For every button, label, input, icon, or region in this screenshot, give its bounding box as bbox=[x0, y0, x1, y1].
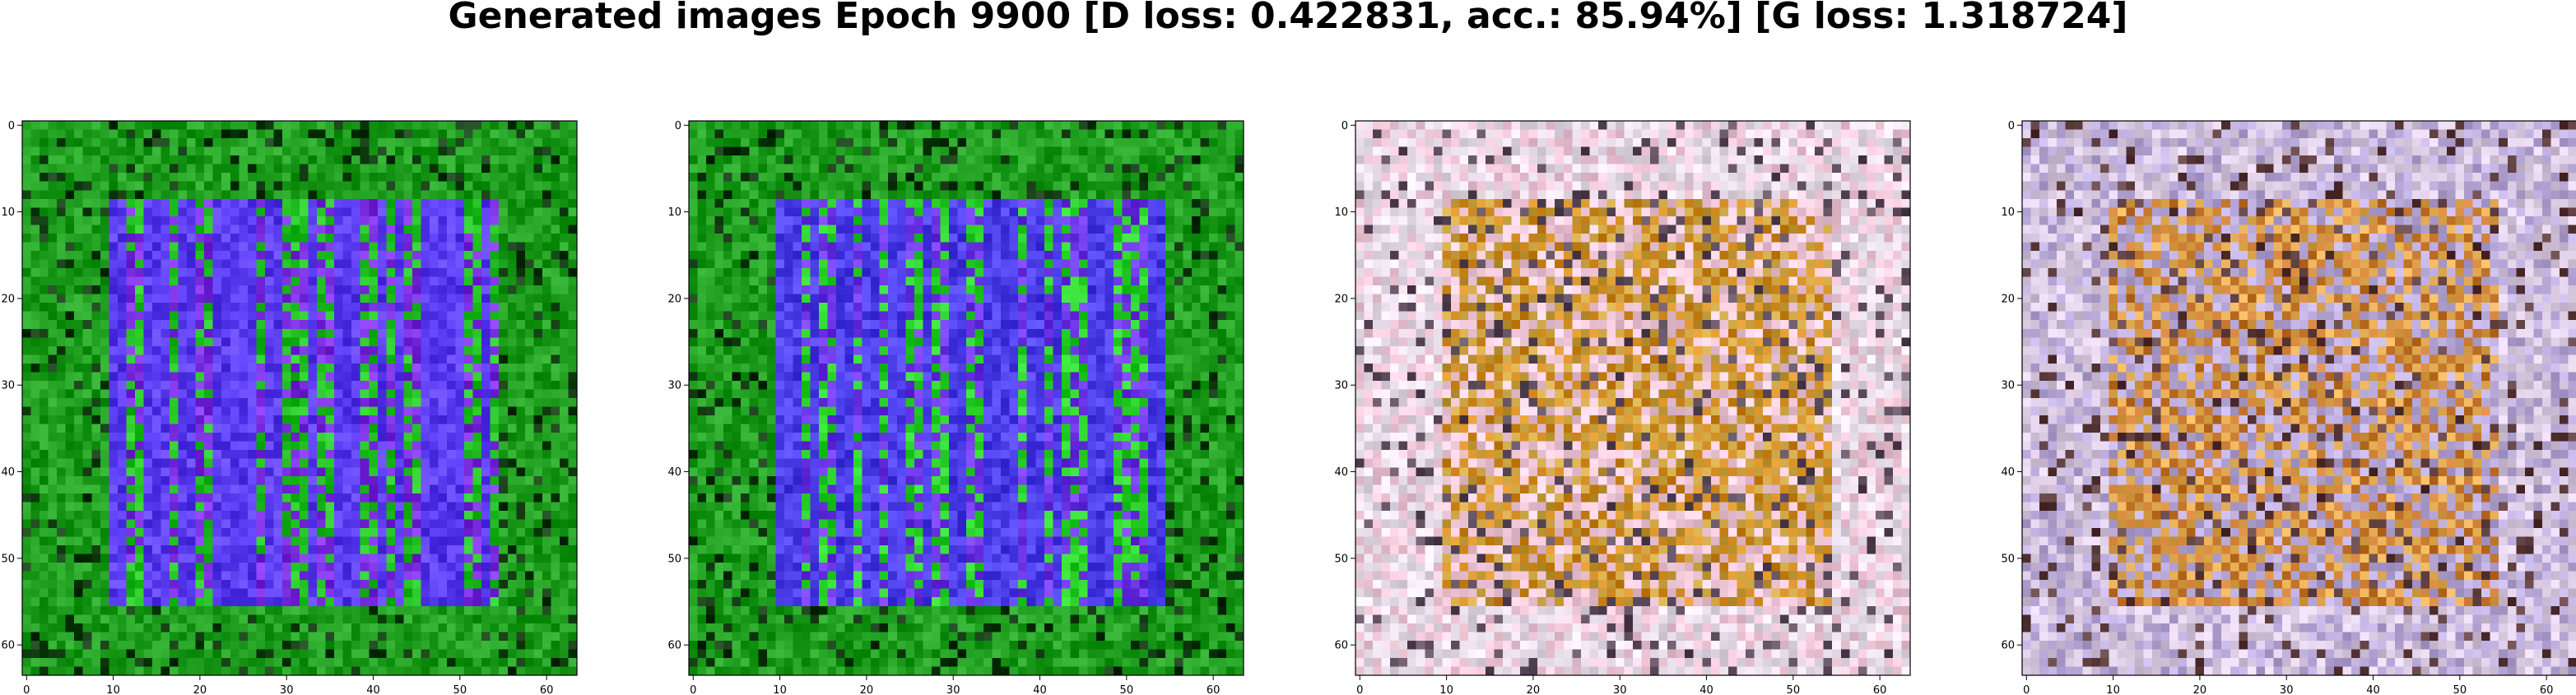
x-tick-label: 0 bbox=[690, 684, 696, 695]
generated-image-3 bbox=[1355, 121, 1910, 675]
axes-frame-2 bbox=[688, 120, 1244, 676]
x-tick-label: 40 bbox=[2366, 684, 2380, 695]
y-tick-label: 0 bbox=[1341, 120, 1348, 132]
x-tick-label: 30 bbox=[280, 684, 294, 695]
axes-frame-4 bbox=[2021, 120, 2576, 676]
x-tick-label: 0 bbox=[23, 684, 30, 695]
y-tick-label: 30 bbox=[2001, 380, 2015, 392]
y-tick-label: 20 bbox=[667, 293, 681, 305]
y-tick-label: 0 bbox=[2008, 120, 2015, 132]
x-tick-label: 60 bbox=[1873, 684, 1887, 695]
axes-frame-3 bbox=[1355, 120, 1911, 676]
y-tick-label: 0 bbox=[8, 120, 15, 132]
y-tick-label: 40 bbox=[1, 466, 15, 479]
x-tick-label: 50 bbox=[453, 684, 467, 695]
axes-frame-1 bbox=[21, 120, 578, 676]
y-tick-label: 30 bbox=[1334, 380, 1348, 392]
x-tick-label: 10 bbox=[1439, 684, 1453, 695]
y-tick-label: 30 bbox=[1, 380, 15, 392]
y-tick-label: 50 bbox=[2001, 553, 2015, 565]
x-tick-label: 30 bbox=[2280, 684, 2294, 695]
x-tick-label: 40 bbox=[366, 684, 380, 695]
x-tick-label: 0 bbox=[2023, 684, 2030, 695]
y-tick-label: 0 bbox=[675, 120, 681, 132]
x-tick-label: 40 bbox=[1033, 684, 1047, 695]
y-tick-label: 60 bbox=[667, 640, 681, 652]
y-tick-label: 10 bbox=[667, 206, 681, 219]
image-panel-1: 0 10 20 30 40 50 60 0 10 20 30 40 50 60 bbox=[1, 120, 578, 695]
y-tick-label: 20 bbox=[1334, 293, 1348, 305]
y-tick-label: 20 bbox=[2001, 293, 2015, 305]
generated-image-1 bbox=[22, 121, 577, 675]
x-tick-label: 60 bbox=[2540, 684, 2554, 695]
x-tick-label: 50 bbox=[2453, 684, 2467, 695]
y-tick-label: 40 bbox=[1334, 466, 1348, 479]
y-tick-label: 60 bbox=[1334, 640, 1348, 652]
image-panel-3: 0 10 20 30 40 50 60 0 10 20 30 40 50 60 bbox=[1334, 120, 1911, 695]
x-tick-label: 20 bbox=[1527, 684, 1541, 695]
y-tick-label: 40 bbox=[667, 466, 681, 479]
y-tick-label: 10 bbox=[2001, 206, 2015, 219]
x-tick-label: 10 bbox=[773, 684, 787, 695]
y-tick-label: 20 bbox=[1, 293, 15, 305]
x-tick-label: 30 bbox=[1613, 684, 1627, 695]
y-tick-label: 60 bbox=[1, 640, 15, 652]
image-panel-4: 0 10 20 30 40 50 60 0 10 20 30 40 50 60 bbox=[2001, 120, 2576, 695]
x-tick-label: 10 bbox=[2106, 684, 2120, 695]
figure-title: Generated images Epoch 9900 [D loss: 0.4… bbox=[448, 0, 2128, 37]
y-tick-label: 10 bbox=[1334, 206, 1348, 219]
image-panel-2: 0 10 20 30 40 50 60 0 10 20 30 40 50 60 bbox=[667, 120, 1244, 695]
x-tick-label: 20 bbox=[193, 684, 207, 695]
y-tick-label: 10 bbox=[1, 206, 15, 219]
y-tick-label: 50 bbox=[667, 553, 681, 565]
generated-image-2 bbox=[689, 121, 1244, 675]
x-tick-label: 10 bbox=[106, 684, 120, 695]
x-tick-label: 20 bbox=[2193, 684, 2207, 695]
x-tick-label: 30 bbox=[946, 684, 960, 695]
y-tick-label: 40 bbox=[2001, 466, 2015, 479]
y-tick-label: 60 bbox=[2001, 640, 2015, 652]
x-tick-label: 50 bbox=[1120, 684, 1134, 695]
x-tick-label: 40 bbox=[1700, 684, 1713, 695]
generated-image-4 bbox=[2022, 121, 2576, 675]
x-tick-label: 60 bbox=[540, 684, 554, 695]
x-tick-label: 60 bbox=[1207, 684, 1221, 695]
x-tick-label: 0 bbox=[1356, 684, 1363, 695]
y-tick-label: 50 bbox=[1, 553, 15, 565]
y-tick-label: 50 bbox=[1334, 553, 1348, 565]
x-tick-label: 20 bbox=[860, 684, 874, 695]
x-tick-label: 50 bbox=[1787, 684, 1801, 695]
y-tick-label: 30 bbox=[667, 380, 681, 392]
